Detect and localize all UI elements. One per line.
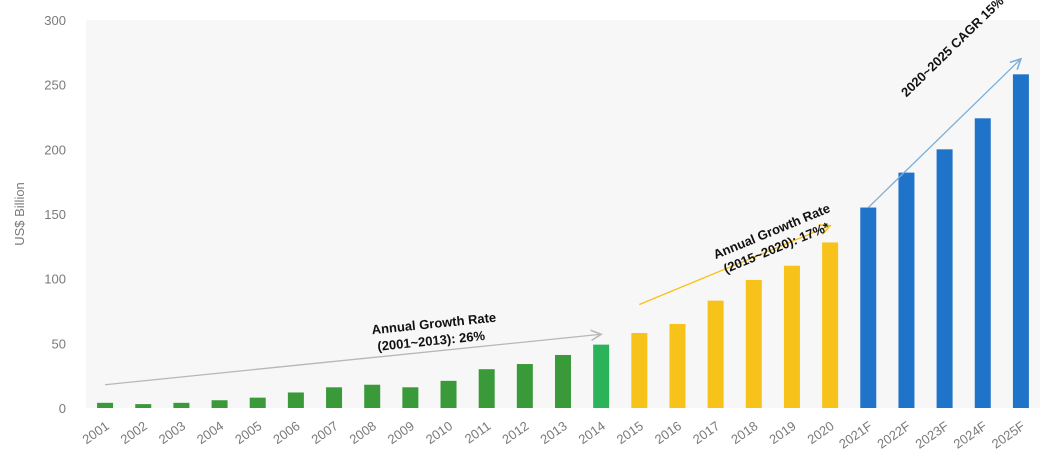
y-tick-label: 150	[44, 207, 66, 222]
bar-2022F	[898, 172, 915, 408]
bar-2017	[707, 300, 724, 408]
bar-2024F	[974, 118, 991, 408]
bar-2013	[555, 354, 571, 408]
x-tick-label: 2017	[690, 418, 722, 447]
x-tick-label: 2020	[805, 418, 837, 447]
bar-2006	[287, 392, 304, 408]
bar-2005	[249, 397, 266, 408]
bar-2014	[593, 344, 610, 408]
x-tick-label: 2022F	[874, 418, 913, 451]
x-tick-label: 2004	[194, 418, 226, 447]
bar-2019	[783, 265, 800, 408]
plot-background	[86, 20, 1040, 408]
x-tick-label: 2016	[652, 418, 684, 447]
y-tick-label: 50	[52, 336, 66, 351]
bar-2009	[402, 387, 419, 408]
x-tick-label: 2014	[576, 418, 608, 447]
bar-2025F	[1012, 74, 1029, 408]
x-tick-label: 2013	[537, 418, 569, 447]
bar-2015	[631, 332, 648, 408]
x-tick-label: 2005	[232, 418, 264, 447]
bar-2003	[173, 402, 190, 408]
x-tick-label: 2018	[728, 418, 760, 447]
y-axis: 0 50 100 150 200 250 300	[44, 13, 66, 416]
bar-2008	[364, 384, 381, 408]
bar-2021F	[860, 207, 877, 408]
bar-2018	[745, 279, 762, 408]
y-tick-label: 0	[59, 401, 66, 416]
x-tick-label: 2019	[766, 418, 798, 447]
x-tick-label: 2010	[423, 418, 455, 447]
bar-2016	[669, 323, 686, 408]
x-tick-label: 2024F	[951, 418, 990, 451]
x-axis: 2001 2002 2003 2004 2005 2006 2007 2008 2009 2010…	[80, 418, 1028, 451]
y-tick-label: 200	[44, 142, 66, 157]
x-tick-label: 2011	[462, 418, 494, 446]
bar-2007	[326, 387, 343, 408]
x-tick-label: 2009	[385, 418, 417, 447]
x-tick-label: 2003	[156, 418, 188, 447]
y-tick-label: 100	[44, 272, 66, 287]
y-tick-label: 250	[44, 78, 66, 93]
x-tick-label: 2008	[347, 418, 379, 447]
bar-2012	[516, 364, 533, 408]
x-tick-label: 2023F	[913, 418, 952, 451]
bars-group	[97, 74, 1029, 409]
annotation-arrow-3	[867, 59, 1021, 208]
x-tick-label: 2025F	[989, 418, 1028, 451]
bar-2001	[97, 402, 114, 408]
x-tick-label: 2006	[270, 418, 302, 447]
x-tick-label: 2021F	[836, 418, 875, 451]
y-axis-title: US$ Billion	[12, 182, 27, 246]
y-tick-label: 300	[44, 13, 66, 28]
annotation-arrow-1	[105, 334, 601, 386]
bar-2023F	[936, 149, 953, 409]
x-tick-label: 2002	[118, 418, 150, 447]
bar-2010	[440, 380, 457, 408]
bar-2011	[478, 369, 495, 408]
bar-2002	[135, 404, 152, 408]
x-tick-label: 2007	[308, 418, 340, 447]
annotation-arrow-2	[639, 226, 830, 306]
x-tick-label: 2015	[614, 418, 646, 447]
bar-2020	[822, 242, 839, 408]
x-tick-label: 2012	[499, 418, 531, 447]
x-tick-label: 2001	[80, 418, 112, 447]
bar-2004	[211, 400, 228, 408]
